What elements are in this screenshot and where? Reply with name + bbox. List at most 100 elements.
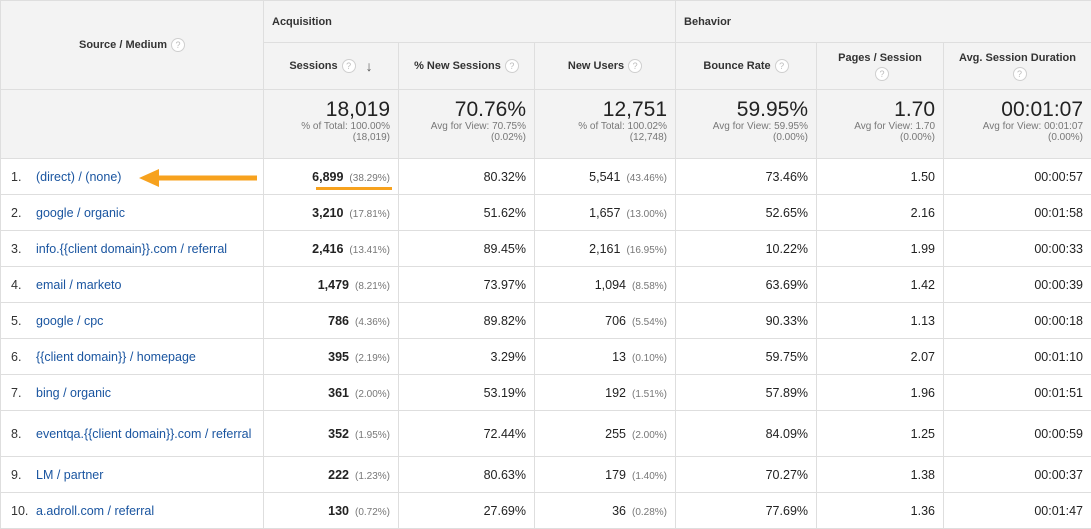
new-users-cell: 1,094(8.58%): [535, 267, 676, 303]
pages-session-header[interactable]: Pages / Session?: [817, 43, 944, 90]
source-medium-link[interactable]: LM / partner: [36, 468, 103, 482]
bounce-rate-cell: 59.75%: [676, 339, 817, 375]
new-users-value: 13: [612, 350, 626, 364]
help-icon[interactable]: ?: [505, 59, 519, 73]
source-medium-link[interactable]: email / marketo: [36, 278, 121, 292]
new-sessions-cell: 51.62%: [399, 195, 535, 231]
new-users-value: 5,541: [589, 170, 620, 184]
sessions-value-group: 3,210(17.81%): [312, 206, 390, 220]
sessions-percent: (2.19%): [355, 353, 390, 364]
avg-duration-header[interactable]: Avg. Session Duration?: [944, 43, 1091, 90]
sessions-value-group: 361(2.00%): [328, 386, 390, 400]
new-users-value: 706: [605, 314, 626, 328]
sessions-cell: 222(1.23%): [264, 457, 399, 493]
new-users-value: 179: [605, 468, 626, 482]
total-new-users: 12,751% of Total: 100.02%(12,748): [535, 90, 676, 159]
new-users-value: 1,094: [595, 278, 626, 292]
source-medium-cell: 9.LM / partner: [1, 457, 264, 493]
new-users-value: 255: [605, 427, 626, 441]
sessions-cell: 1,479(8.21%): [264, 267, 399, 303]
avg-duration-cell: 00:01:51: [944, 375, 1091, 411]
highlight-arrow-icon: [139, 169, 257, 187]
source-medium-link[interactable]: a.adroll.com / referral: [36, 504, 154, 518]
pages-session-cell: 1.99: [817, 231, 944, 267]
sessions-value-group: 395(2.19%): [328, 350, 390, 364]
sessions-value-group: 130(0.72%): [328, 504, 390, 518]
source-medium-link[interactable]: google / organic: [36, 206, 125, 220]
sessions-cell: 2,416(13.41%): [264, 231, 399, 267]
source-medium-link[interactable]: {{client domain}} / homepage: [36, 350, 196, 364]
bounce-rate-cell: 57.89%: [676, 375, 817, 411]
pages-session-cell: 1.25: [817, 411, 944, 457]
sessions-cell: 352(1.95%): [264, 411, 399, 457]
new-users-percent: (5.54%): [632, 317, 667, 328]
new-users-percent: (0.10%): [632, 353, 667, 364]
sort-descending-icon[interactable]: ↓: [366, 58, 373, 74]
source-medium-cell: 6.{{client domain}} / homepage: [1, 339, 264, 375]
table-row: 3.info.{{client domain}}.com / referral …: [1, 231, 1091, 267]
source-medium-link[interactable]: info.{{client domain}}.com / referral: [36, 242, 227, 256]
new-users-cell: 179 (1.40%): [535, 457, 676, 493]
sessions-value: 130: [328, 504, 349, 518]
new-users-value: 192: [605, 386, 626, 400]
table-row: 6.{{client domain}} / homepage 395(2.19%…: [1, 339, 1091, 375]
new-users-header[interactable]: New Users?: [535, 43, 676, 90]
sessions-value: 6,899: [312, 170, 343, 184]
source-medium-header[interactable]: Source / Medium?: [1, 1, 264, 90]
help-icon[interactable]: ?: [1013, 67, 1027, 81]
new-users-percent: (1.51%): [632, 389, 667, 400]
help-icon[interactable]: ?: [171, 38, 185, 52]
source-medium-link[interactable]: eventqa.{{client domain}}.com / referral: [36, 427, 251, 441]
pages-session-cell: 1.42: [817, 267, 944, 303]
sessions-header[interactable]: Sessions?↓: [264, 43, 399, 90]
new-users-cell: 13 (0.10%): [535, 339, 676, 375]
new-users-percent: (1.40%): [632, 471, 667, 482]
row-number: 2.: [11, 206, 36, 220]
new-sessions-cell: 80.63%: [399, 457, 535, 493]
new-sessions-cell: 89.82%: [399, 303, 535, 339]
bounce-rate-header[interactable]: Bounce Rate?: [676, 43, 817, 90]
total-sessions: 18,019% of Total: 100.00%(18,019): [264, 90, 399, 159]
bounce-rate-cell: 84.09%: [676, 411, 817, 457]
avg-duration-cell: 00:00:37: [944, 457, 1091, 493]
sessions-value: 352: [328, 427, 349, 441]
sessions-cell: 361(2.00%): [264, 375, 399, 411]
bounce-rate-cell: 63.69%: [676, 267, 817, 303]
new-users-value: 2,161: [589, 242, 620, 256]
row-number: 5.: [11, 314, 36, 328]
source-medium-cell: 1.(direct) / (none): [1, 159, 264, 195]
new-users-percent: (16.95%): [626, 245, 667, 256]
sessions-value-group: 786(4.36%): [328, 314, 390, 328]
help-icon[interactable]: ?: [628, 59, 642, 73]
source-medium-link[interactable]: google / cpc: [36, 314, 103, 328]
help-icon[interactable]: ?: [342, 59, 356, 73]
help-icon[interactable]: ?: [875, 67, 889, 81]
source-medium-cell: 4.email / marketo: [1, 267, 264, 303]
new-sessions-cell: 73.97%: [399, 267, 535, 303]
bounce-rate-cell: 52.65%: [676, 195, 817, 231]
new-sessions-cell: 3.29%: [399, 339, 535, 375]
new-sessions-header[interactable]: % New Sessions?: [399, 43, 535, 90]
help-icon[interactable]: ?: [775, 59, 789, 73]
pages-session-cell: 2.07: [817, 339, 944, 375]
new-users-cell: 2,161 (16.95%): [535, 231, 676, 267]
source-medium-link[interactable]: (direct) / (none): [36, 170, 121, 184]
new-users-value: 36: [612, 504, 626, 518]
avg-duration-cell: 00:00:57: [944, 159, 1091, 195]
pages-session-cell: 1.36: [817, 493, 944, 529]
table-row: 5.google / cpc 786(4.36%) 89.82% 706 (5.5…: [1, 303, 1091, 339]
bounce-rate-cell: 70.27%: [676, 457, 817, 493]
avg-duration-cell: 00:00:59: [944, 411, 1091, 457]
bounce-rate-cell: 10.22%: [676, 231, 817, 267]
new-users-cell: 5,541(43.46%): [535, 159, 676, 195]
new-users-cell: 255(2.00%): [535, 411, 676, 457]
total-bounce-rate: 59.95%Avg for View: 59.95%(0.00%): [676, 90, 817, 159]
row-number: 10.: [11, 504, 36, 518]
sessions-value-group: 2,416(13.41%): [312, 242, 390, 256]
row-number: 4.: [11, 278, 36, 292]
source-medium-link[interactable]: bing / organic: [36, 386, 111, 400]
row-number: 9.: [11, 468, 36, 482]
